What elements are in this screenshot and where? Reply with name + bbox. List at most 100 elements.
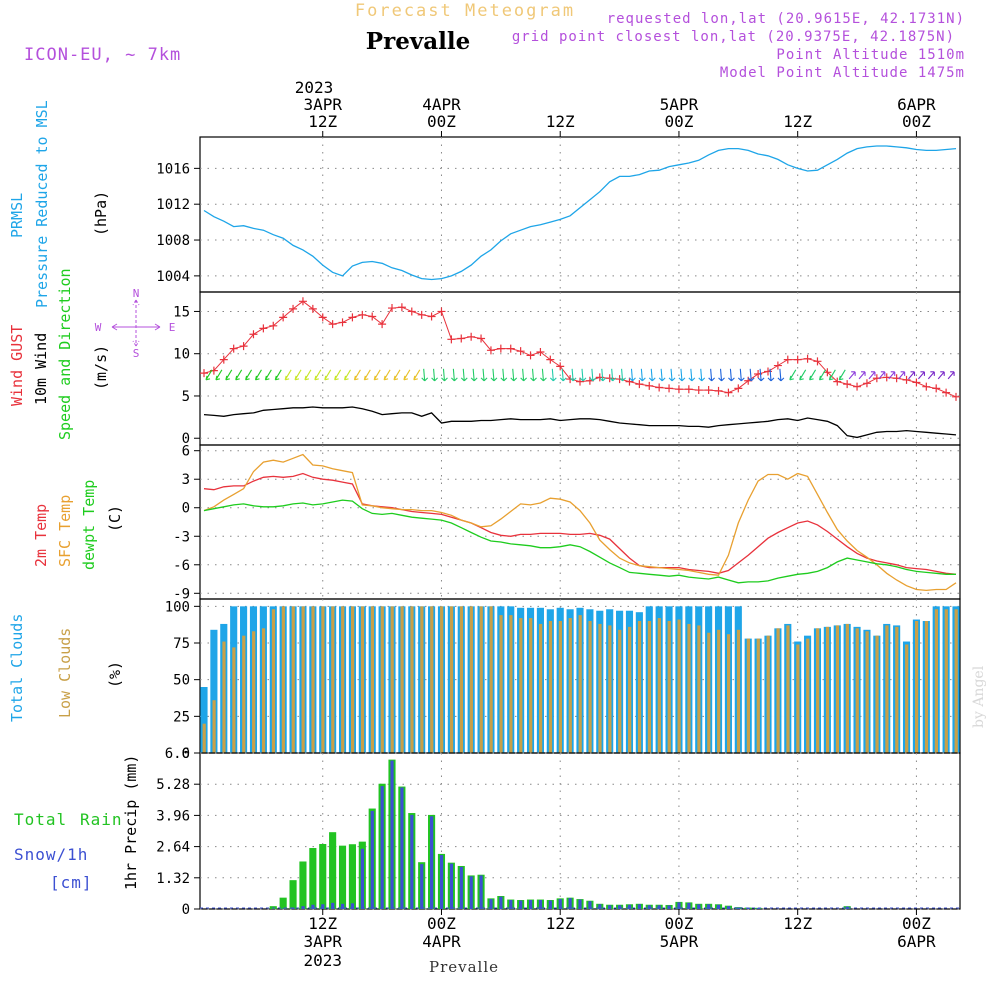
gust-point [922,382,931,391]
point-altitude: Point Altitude 1510m [776,47,965,63]
gust-point [576,377,584,386]
low-cloud-bar [865,631,869,753]
gust-point [427,312,436,321]
wind-direction-arrow [421,368,429,382]
snow-bar [667,905,671,909]
top-axis-hour: 12Z [783,112,812,131]
gust-point [625,377,634,386]
snow-bar [439,855,444,909]
y-tick-label: 1016 [156,161,190,177]
gust-point [793,355,802,364]
gust-point [714,386,723,395]
gust-point [862,379,871,388]
snow-bar [538,900,543,909]
rain-bar [348,844,356,909]
rain-bar [279,897,287,909]
snow-bar [528,900,533,909]
y-tick-label: 0 [182,431,190,447]
pressure-line [203,145,957,281]
low-cloud-bar [558,621,562,753]
low-cloud-bar [697,625,701,753]
y-tick-label: 1008 [156,233,190,249]
gust-point [239,342,248,351]
low-cloud-bar [281,606,285,753]
gust-point [546,355,555,364]
low-cloud-bar [766,635,770,753]
low-cloud-bar [954,609,958,753]
wind-gust-label: Wind GUST [8,325,26,406]
wind-direction-arrow [480,368,488,382]
y-tick-label: 15 [173,304,190,320]
snow-bar [637,904,642,909]
snow-bar [578,899,582,909]
gust-point [457,334,466,343]
snow-bar [449,863,454,909]
low-cloud-bar [529,618,533,753]
gust-point [803,354,812,363]
wind-direction-arrow [927,371,935,380]
low-cloud-bar [459,606,464,753]
low-cloud-bar [271,609,276,753]
wind-direction-arrow [441,368,448,382]
gust-point [853,382,862,391]
precip-cm-label: [cm] [50,873,93,892]
y-tick-label: 0 [182,746,190,762]
wind-direction-arrow [658,368,666,382]
top-axis-year: 2023 [295,78,334,97]
gust-point [912,378,921,387]
requested-coords: requested lon,lat (20.9615E, 42.1731N) [607,11,965,27]
wind-direction-arrow [470,368,478,382]
low-cloud-bar [360,606,365,753]
snow-bar [390,760,394,909]
snow-bar [311,904,315,909]
precip-rain-label: Rain [80,810,123,829]
low-cloud-bar [202,723,206,753]
gust-point [259,324,268,333]
rain-bar [289,880,297,909]
low-cloud-bar [509,615,513,753]
wind-direction-arrow [848,371,856,380]
snow-bar [736,907,740,909]
snow-bar [756,908,760,909]
low-cloud-bar [707,632,711,753]
temp-sfc-label: SFC Temp [56,495,74,567]
wind-direction-arrow [500,368,508,382]
wind-panel: 0 5 10 15 [173,291,961,447]
snow-bar [380,786,384,909]
bottom-axis-hour: 12Z [546,914,575,933]
gust-point [467,332,476,341]
total-cloud-bar [210,629,218,753]
gust-point [674,385,683,394]
clouds-unit: (%) [106,661,124,688]
top-axis-hour: 00Z [902,112,931,131]
y-tick-label: 50 [173,673,190,689]
y-tick-label: 1.32 [156,871,190,887]
wind-direction-arrow [334,369,342,381]
precip-panel: 0 1.32 2.64 3.96 5.28 6.6 [156,746,961,918]
gust-point [407,307,416,316]
gust-point [279,313,288,322]
forecast-meteogram-title: Forecast Meteogram [355,1,575,21]
low-cloud-bar [855,628,859,753]
wind-direction-arrow [413,369,421,381]
top-axis-hour: 00Z [427,112,456,131]
low-cloud-bar [449,606,454,753]
low-cloud-bar [924,621,929,753]
low-cloud-bar [400,606,404,753]
bottom-axis-date: 4APR [422,932,461,951]
model-point-altitude: Model Point Altitude 1475m [720,65,965,81]
y-tick-label: 2.64 [156,840,190,856]
wind-direction-arrow [918,371,925,380]
bottom-axis-hour: 12Z [308,914,337,933]
top-axis-hour: 12Z [546,112,575,131]
low-cloud-bar [914,621,919,753]
y-tick-label: 6 [182,444,190,460]
wind-direction-arrow [609,368,617,382]
snow-bar [519,900,523,909]
snow-bar [716,904,721,909]
y-tick-label: 100 [165,599,190,615]
gust-point [684,385,693,394]
gust-point [378,320,387,329]
low-cloud-bar [261,628,266,753]
snow-bar [321,904,325,909]
